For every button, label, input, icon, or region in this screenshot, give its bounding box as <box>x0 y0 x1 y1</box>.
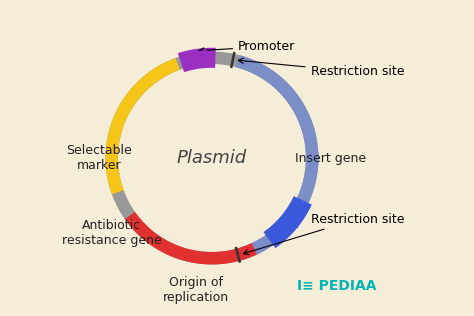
Text: Promoter: Promoter <box>199 40 295 53</box>
Text: I≡ PEDIAA: I≡ PEDIAA <box>298 279 377 294</box>
FancyBboxPatch shape <box>280 218 297 227</box>
Text: Restriction site: Restriction site <box>238 58 404 78</box>
Text: Plasmid: Plasmid <box>177 149 247 167</box>
Text: Restriction site: Restriction site <box>243 213 404 255</box>
Text: Selectable
marker: Selectable marker <box>66 144 132 172</box>
Text: Insert gene: Insert gene <box>295 151 366 165</box>
Text: Antibiotic
resistance gene: Antibiotic resistance gene <box>62 219 162 247</box>
Text: Origin of
replication: Origin of replication <box>163 276 229 304</box>
Polygon shape <box>188 51 208 67</box>
